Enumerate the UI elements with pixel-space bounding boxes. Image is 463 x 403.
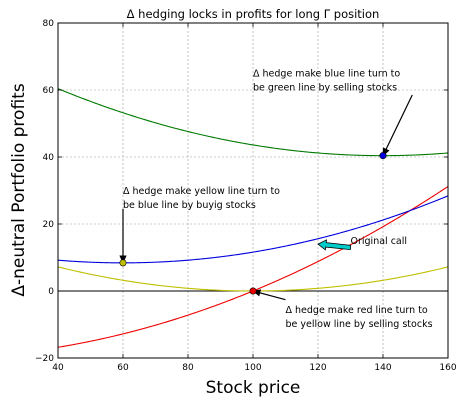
annotations: Δ hedge make blue line turn to be green l… [123,69,433,330]
plot-background [58,23,448,358]
annotation-text: Δ hedge make blue line turn to be green l… [253,69,400,94]
ticks: 40 60 80 100 120 140 160 −20 0 20 40 60 80 [35,19,457,373]
annotation-line: Δ hedge make yellow line turn to [123,186,280,197]
annotation-text: Original call [351,236,408,247]
marker-point [249,287,257,295]
y-axis-label: Δ-neutral Portfolio profits [9,83,29,296]
x-tick-label: 100 [244,363,261,373]
annotation-line: be green line by selling stocks [253,83,397,94]
y-tick-label: 60 [43,86,55,96]
y-tick-label: 20 [43,220,55,230]
x-tick-label: 80 [182,363,194,373]
x-tick-label: 60 [117,363,129,373]
annotation-line: be blue line by buyig stocks [123,200,256,211]
annotation-text: Δ hedge make red line turn to be yellow l… [286,305,433,330]
x-tick-label: 140 [374,363,391,373]
x-axis-label: Stock price [206,378,301,398]
arrow-original-call [317,239,352,251]
annotation-line: Δ hedge make blue line turn to [253,69,400,80]
x-tick-label: 120 [309,363,326,373]
y-tick-label: 40 [43,153,55,163]
y-tick-label: 80 [43,19,55,29]
x-tick-label: 160 [439,363,456,373]
fancy-arrow [317,239,352,251]
x-tick-label: 40 [52,363,64,373]
annotation-line: be yellow line by selling stocks [286,319,433,330]
annotation-text: Δ hedge make yellow line turn to be blue … [123,186,280,211]
y-tick-label: 0 [48,287,54,297]
y-tick-label: −20 [35,354,54,364]
arrow-shaft [382,94,413,156]
markers [119,152,387,295]
marker-point [119,259,127,267]
annotation-line: Original call [351,236,408,247]
annotation-line: Δ hedge make red line turn to [286,305,428,316]
marker-point [379,152,387,160]
chart-title: Δ hedging locks in profits for long Γ po… [127,7,380,21]
